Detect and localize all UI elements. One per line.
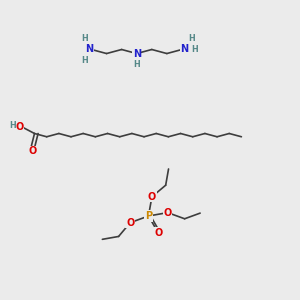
Text: H: H — [192, 45, 199, 54]
Text: H: H — [133, 60, 140, 69]
Text: O: O — [28, 146, 37, 157]
Text: O: O — [148, 192, 156, 202]
Text: N: N — [85, 44, 94, 55]
Text: N: N — [180, 44, 188, 55]
Text: O: O — [126, 218, 134, 228]
Text: H: H — [9, 121, 16, 130]
Text: N: N — [133, 49, 141, 58]
Text: O: O — [15, 122, 24, 132]
Text: O: O — [154, 228, 162, 238]
Text: H: H — [188, 34, 195, 43]
Text: O: O — [164, 208, 172, 218]
Text: P: P — [145, 211, 152, 221]
Text: H: H — [82, 56, 88, 64]
Text: H: H — [82, 34, 88, 43]
